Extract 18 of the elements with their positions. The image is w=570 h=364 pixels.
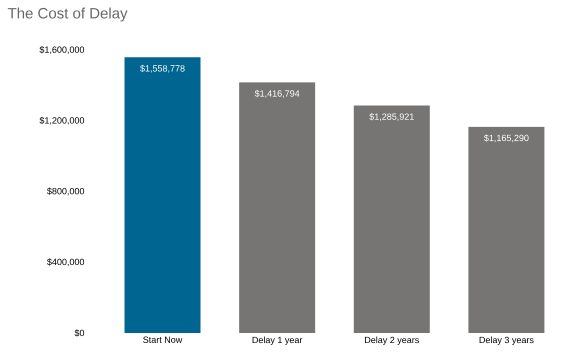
x-tick-label: Delay 1 year bbox=[252, 336, 302, 345]
y-tick-label: $0 bbox=[74, 329, 84, 337]
bar bbox=[124, 57, 201, 333]
x-tick-label: Start Now bbox=[143, 336, 182, 343]
x-tick-label: Delay 2 years bbox=[365, 336, 419, 345]
y-tick-label: $1,200,000 bbox=[40, 116, 84, 125]
chart-title: The Cost of Delay bbox=[8, 8, 128, 22]
bar bbox=[468, 126, 544, 333]
y-tick-label: $800,000 bbox=[47, 188, 84, 196]
x-tick-label: Delay 3 years bbox=[480, 336, 534, 345]
bar bbox=[239, 82, 316, 333]
data-label: $1,165,290 bbox=[484, 134, 529, 142]
y-tick-label: $1,600,000 bbox=[40, 46, 84, 54]
y-tick-label: $400,000 bbox=[47, 258, 84, 266]
bar bbox=[354, 106, 430, 333]
data-label: $1,416,794 bbox=[254, 90, 300, 98]
data-label: $1,558,778 bbox=[140, 64, 185, 73]
data-label: $1,285,921 bbox=[369, 113, 414, 121]
